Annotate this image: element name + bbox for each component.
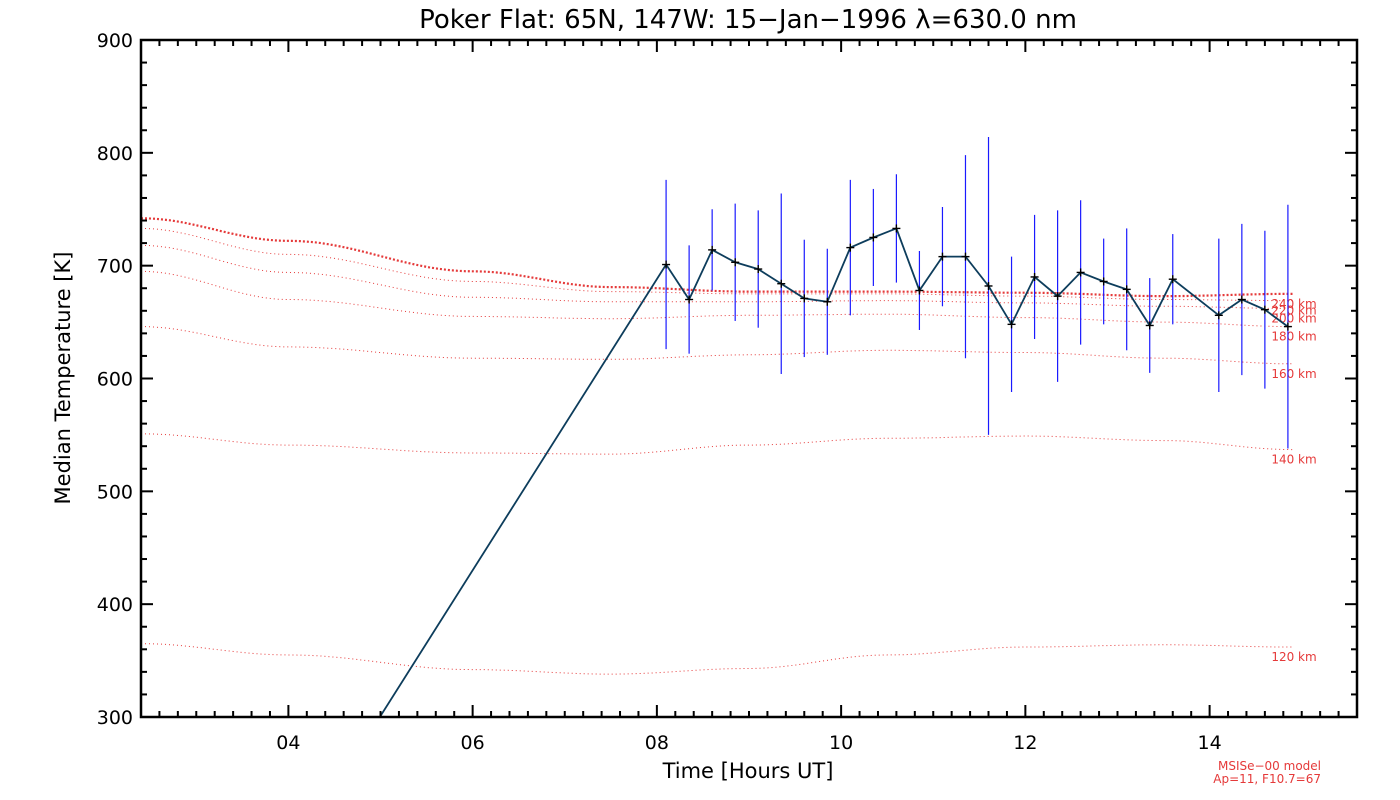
model-label-140-km: 140 km bbox=[1271, 453, 1316, 467]
model-params-note: Ap=11, F10.7=67 bbox=[1213, 772, 1321, 786]
model-label-160-km: 160 km bbox=[1271, 367, 1316, 381]
data-point bbox=[961, 252, 970, 261]
x-tick-label: 08 bbox=[645, 732, 669, 754]
data-point bbox=[1283, 322, 1292, 331]
data-point bbox=[1076, 268, 1085, 277]
y-tick-label: 500 bbox=[97, 481, 133, 503]
data-point bbox=[1007, 320, 1016, 329]
measured-line bbox=[378, 227, 1289, 717]
data-point bbox=[1030, 272, 1039, 281]
measured-series bbox=[378, 224, 1292, 717]
data-point bbox=[685, 295, 694, 304]
model-label-180-km: 180 km bbox=[1271, 330, 1316, 344]
data-point bbox=[731, 258, 740, 267]
data-point bbox=[1237, 295, 1246, 304]
data-point bbox=[800, 294, 809, 303]
chart-title: Poker Flat: 65N, 147W: 15−Jan−1996 λ=630… bbox=[419, 5, 1077, 35]
data-point bbox=[984, 281, 993, 290]
x-tick-label: 14 bbox=[1198, 732, 1222, 754]
model-label-240-km: 240 km bbox=[1271, 297, 1316, 311]
data-point bbox=[1214, 311, 1223, 320]
x-tick-label: 10 bbox=[829, 732, 853, 754]
data-point bbox=[1145, 321, 1154, 330]
y-axis-title: Median Temperature [K] bbox=[51, 252, 75, 505]
data-point bbox=[708, 245, 717, 254]
y-tick-label: 300 bbox=[97, 707, 133, 729]
y-tick-label: 900 bbox=[97, 30, 133, 52]
model-curve-120-km bbox=[141, 643, 1293, 675]
model-label-220-km: 220 km bbox=[1271, 304, 1316, 318]
data-point bbox=[1099, 277, 1108, 286]
plot-axes: 04 06 08 10 12 14 300 400 500 600 700 800 900 bbox=[97, 30, 1359, 754]
model-label-120-km: 120 km bbox=[1271, 650, 1316, 664]
data-point bbox=[938, 252, 947, 261]
model-curves bbox=[141, 217, 1293, 675]
model-curve-160-km bbox=[141, 326, 1293, 365]
model-curve-180-km bbox=[141, 270, 1293, 328]
x-tick-label: 06 bbox=[461, 732, 485, 754]
y-tick-label: 400 bbox=[97, 594, 133, 616]
data-point bbox=[1168, 275, 1177, 284]
model-curve-240-km bbox=[141, 217, 1293, 298]
model-curve-200-km bbox=[141, 244, 1293, 309]
data-point bbox=[915, 286, 924, 295]
x-tick-label: 04 bbox=[276, 732, 300, 754]
data-point bbox=[1260, 305, 1269, 314]
data-point bbox=[869, 233, 878, 242]
model-name-note: MSISe−00 model bbox=[1218, 759, 1321, 773]
plot-frame bbox=[139, 38, 1359, 719]
y-tick-label: 800 bbox=[97, 143, 133, 165]
data-point bbox=[1053, 292, 1062, 301]
data-point bbox=[846, 243, 855, 252]
data-point bbox=[754, 265, 763, 274]
model-curve-140-km bbox=[141, 433, 1293, 455]
data-point bbox=[662, 260, 671, 269]
data-point bbox=[823, 297, 832, 306]
y-tick-label: 700 bbox=[97, 256, 133, 278]
data-point bbox=[892, 224, 901, 233]
model-curve-220-km bbox=[141, 227, 1293, 302]
x-tick-label: 12 bbox=[1013, 732, 1037, 754]
data-point bbox=[777, 279, 786, 288]
y-tick-label: 600 bbox=[97, 369, 133, 391]
x-axis-title: Time [Hours UT] bbox=[662, 759, 834, 783]
error-bars bbox=[665, 137, 1289, 449]
data-point bbox=[1122, 285, 1131, 294]
